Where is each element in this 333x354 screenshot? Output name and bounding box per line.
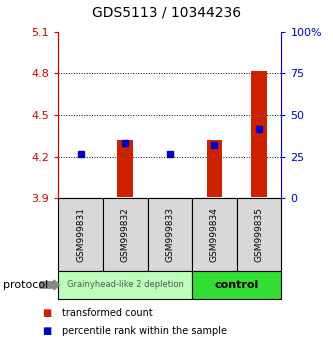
Text: percentile rank within the sample: percentile rank within the sample: [62, 326, 226, 336]
Text: GSM999834: GSM999834: [210, 207, 219, 262]
Bar: [118, 140, 133, 197]
Text: Grainyhead-like 2 depletion: Grainyhead-like 2 depletion: [67, 280, 183, 290]
Text: GDS5113 / 10344236: GDS5113 / 10344236: [92, 5, 241, 19]
Text: GSM999832: GSM999832: [121, 207, 130, 262]
Text: ■: ■: [42, 326, 51, 336]
Text: GSM999835: GSM999835: [254, 207, 264, 262]
Text: ■: ■: [42, 308, 51, 318]
Text: GSM999833: GSM999833: [165, 207, 174, 262]
Text: control: control: [215, 280, 259, 290]
Text: protocol: protocol: [3, 280, 49, 290]
Text: GSM999831: GSM999831: [76, 207, 85, 262]
Bar: [207, 140, 222, 197]
Bar: [251, 71, 267, 197]
Text: transformed count: transformed count: [62, 308, 153, 318]
